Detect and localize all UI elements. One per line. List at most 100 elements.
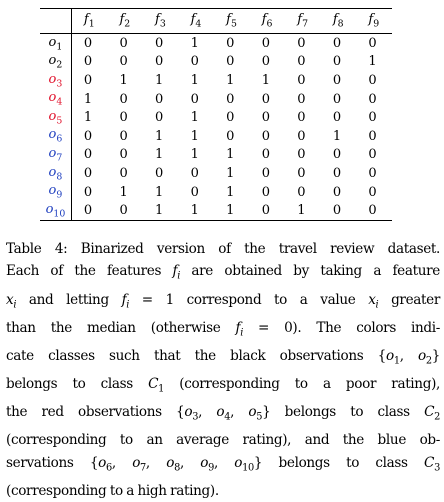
column-header-f4: f4 <box>190 12 202 30</box>
caption-line: (corresponding to a high rating). <box>6 482 219 499</box>
table-row: o7 0 0 1 1 1 0 0 0 0 <box>40 145 392 165</box>
row-label-o8: o8 <box>40 164 72 183</box>
table-cell: 0 <box>368 128 377 144</box>
table-cell: 0 <box>368 91 377 107</box>
table-cell: 0 <box>119 54 128 70</box>
caption-line: Each of the features fi are obtained by … <box>6 263 440 283</box>
table-cell: 0 <box>368 72 377 88</box>
column-header-f3: f3 <box>155 12 166 30</box>
table-cell: 0 <box>83 147 93 163</box>
table-cell: 0 <box>83 128 93 144</box>
table-cell: 1 <box>155 147 164 163</box>
table-cell: 0 <box>155 110 164 126</box>
caption-line: (corresponding to an average rating), an… <box>6 432 440 449</box>
table-cell: 0 <box>332 110 342 126</box>
row-label-o6: o6 <box>40 126 72 146</box>
table-cell: 0 <box>226 54 235 70</box>
caption-line: Table 4: Binarized version of the travel… <box>6 241 440 257</box>
table-cell: 0 <box>297 110 306 126</box>
table-row: o4 1 0 0 0 0 0 0 0 0 <box>40 89 392 109</box>
table-cell: 0 <box>119 110 128 126</box>
table-cell: 0 <box>261 128 270 144</box>
table-cell: 0 <box>332 184 342 200</box>
table-cell: 1 <box>261 72 270 88</box>
table-cell: 0 <box>297 35 306 51</box>
column-header-f9: f9 <box>368 12 380 30</box>
table-cell: 1 <box>155 184 164 200</box>
caption-line: servations {o6, o7, o8, o9, o10} belongs… <box>6 454 440 474</box>
table-cell: 1 <box>226 72 235 88</box>
table-cell: 0 <box>226 128 235 144</box>
table-cell: 0 <box>119 128 128 144</box>
row-label-o9: o9 <box>40 182 72 202</box>
row-label-o1: o1 <box>40 33 72 53</box>
table-cell: 0 <box>332 54 342 70</box>
table-cell: 0 <box>368 147 377 163</box>
table-cell: 1 <box>119 184 128 200</box>
column-header-f6: f6 <box>261 12 273 30</box>
table-row: o8 0 0 0 0 1 0 0 0 0 <box>40 164 392 183</box>
table-cell: 0 <box>261 184 270 200</box>
table-cell: 1 <box>155 203 164 219</box>
table-cell: 0 <box>261 110 270 126</box>
table-body: o1 0 0 0 1 0 0 0 0 0 o2 0 0 0 0 0 0 0 0 1 o3 0 1 1 1 1 1 0 0 0 o4 1 0 0 0 0… <box>40 33 392 221</box>
table-row: o10 0 0 1 1 1 0 1 0 0 <box>40 201 392 221</box>
table-cell: 0 <box>297 128 306 144</box>
table-cell: 0 <box>297 165 306 181</box>
row-label-o4: o4 <box>40 89 72 109</box>
table-cell: 0 <box>332 165 342 181</box>
table-cell: 0 <box>83 54 93 70</box>
table-caption: Table 4: Binarized version of the travel… <box>6 238 440 502</box>
table-cell: 0 <box>155 91 164 107</box>
table-cell: 0 <box>332 91 342 107</box>
row-label-o5: o5 <box>40 108 72 127</box>
table-cell: 1 <box>155 128 164 144</box>
caption-line: xi and letting fi = 1 correspond to a va… <box>6 291 440 311</box>
table-cell: 0 <box>83 165 93 181</box>
table-row: o6 0 0 1 1 0 0 0 1 0 <box>40 126 392 146</box>
table-cell: 0 <box>332 203 342 219</box>
table-cell: 0 <box>119 165 128 181</box>
table-cell: 0 <box>226 110 235 126</box>
table-cell: 1 <box>190 35 199 51</box>
table-cell: 0 <box>83 184 93 200</box>
table-cell: 0 <box>297 54 306 70</box>
table-cell: 1 <box>226 147 235 163</box>
table-cell: 1 <box>83 110 93 126</box>
table-cell: 0 <box>368 35 377 51</box>
caption-line: the red observations {o3, o4, o5} belong… <box>6 404 440 423</box>
table-cell: 1 <box>297 203 306 219</box>
table-row: o2 0 0 0 0 0 0 0 0 1 <box>40 52 392 72</box>
table-cell: 1 <box>226 184 235 200</box>
table-cell: 0 <box>226 91 235 107</box>
table-cell: 0 <box>332 147 342 163</box>
column-header-f7: f7 <box>297 12 309 30</box>
table-cell: 0 <box>368 184 377 200</box>
table-row: o5 1 0 0 1 0 0 0 0 0 <box>40 108 392 127</box>
table-cell: 1 <box>190 72 199 88</box>
table-row: o1 0 0 0 1 0 0 0 0 0 <box>40 33 392 53</box>
binarized-table-container: f1 f2 f3 f4 f5 f6 f7 f8 f9 o1 0 0 0 1 0 0 0 0 0 o2 0 0 0 0 0 0 0 0… <box>40 8 392 221</box>
table-cell: 0 <box>155 165 164 181</box>
table-cell: 0 <box>119 147 128 163</box>
row-label-o2: o2 <box>40 52 72 72</box>
table-cell: 1 <box>190 147 199 163</box>
table-cell: 0 <box>261 54 270 70</box>
table-cell: 0 <box>119 35 128 51</box>
table-cell: 0 <box>261 147 270 163</box>
table-cell: 0 <box>190 165 199 181</box>
table-cell: 1 <box>190 110 199 126</box>
table-cell: 1 <box>226 165 235 181</box>
table-cell: 1 <box>119 72 128 88</box>
column-header-f2: f2 <box>119 12 131 30</box>
table-cell: 0 <box>226 35 235 51</box>
table-cell: 0 <box>261 203 270 219</box>
table-cell: 0 <box>190 184 199 200</box>
table-cell: 0 <box>261 165 270 181</box>
table-header-row: f1 f2 f3 f4 f5 f6 f7 f8 f9 <box>40 8 392 34</box>
table-cell: 0 <box>190 91 199 107</box>
row-label-o3: o3 <box>40 71 72 90</box>
table-cell: 0 <box>332 72 342 88</box>
row-label-o7: o7 <box>40 145 72 165</box>
table-cell: 0 <box>83 203 93 219</box>
